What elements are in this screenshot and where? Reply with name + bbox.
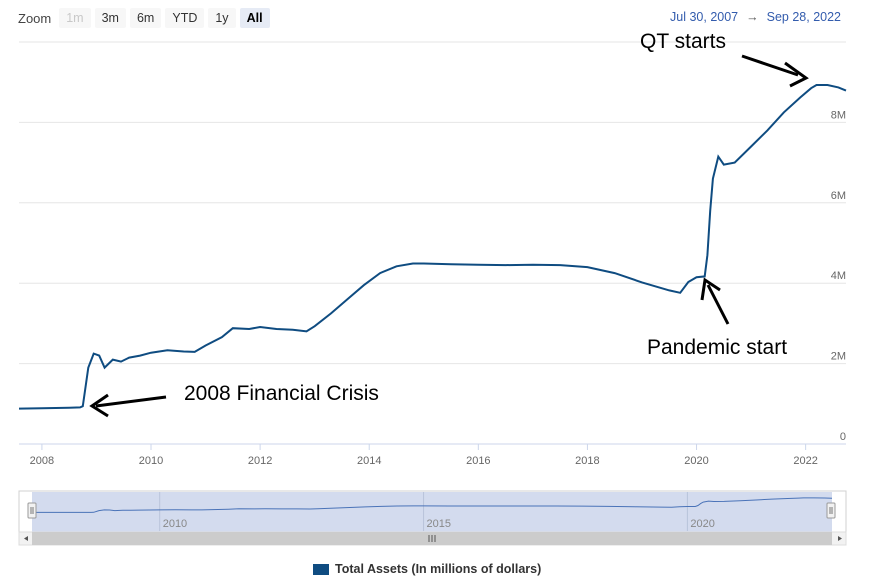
qt-arrow — [741, 54, 799, 77]
annotation-arrows — [89, 54, 809, 418]
series-line-total-assets — [18, 84, 847, 410]
grid-lines — [19, 41, 846, 445]
navigator-tick-label: 2010 — [163, 518, 187, 530]
zoom-label: Zoom — [18, 10, 52, 26]
x-tick-label: 2020 — [684, 455, 708, 467]
annotation-qt-starts: QT starts — [640, 30, 726, 53]
scrollbar-right-arrow-icon[interactable] — [838, 536, 842, 541]
zoom-6m-button[interactable]: 6m — [129, 8, 162, 28]
pandemic-arrow — [706, 284, 730, 325]
scrollbar[interactable] — [18, 531, 847, 546]
y-tick-label: 0 — [840, 431, 846, 443]
zoom-ytd-button[interactable]: YTD — [165, 8, 205, 28]
crisis-arrow — [95, 395, 167, 408]
navigator-labels: 2010 2015 2020 — [163, 518, 715, 530]
navigator-tick-label: 2020 — [690, 518, 714, 530]
legend-label: Total Assets (In millions of dollars) — [335, 562, 542, 576]
zoom-3m-button[interactable]: 3m — [94, 8, 126, 28]
range-to-input[interactable]: Sep 28, 2022 — [766, 10, 841, 24]
x-tick-label: 2022 — [793, 455, 817, 467]
navigator-handle-left[interactable] — [27, 502, 37, 519]
zoom-1m-button[interactable]: 1m — [59, 8, 91, 28]
x-tick-label: 2010 — [139, 455, 163, 467]
legend[interactable]: Total Assets (In millions of dollars) — [313, 562, 541, 576]
navigator-mask[interactable] — [32, 492, 832, 532]
navigator-tick-label: 2015 — [427, 518, 451, 530]
navigator-handle-right[interactable] — [826, 502, 836, 519]
y-tick-label: 2M — [831, 351, 846, 363]
y-tick-label: 4M — [831, 270, 846, 282]
pandemic-arrowhead — [700, 277, 721, 301]
range-arrow-icon: → — [746, 10, 759, 24]
y-axis-labels: 0 2M 4M 6M 8M — [831, 109, 846, 443]
range-from-input[interactable]: Jul 30, 2007 — [670, 10, 739, 24]
x-tick-label: 2018 — [575, 455, 599, 467]
zoom-all-button[interactable]: All — [239, 8, 270, 28]
x-tick-label: 2008 — [30, 455, 54, 467]
x-tick-label: 2012 — [248, 455, 272, 467]
y-tick-label: 6M — [831, 190, 846, 202]
legend-swatch — [313, 563, 329, 575]
zoom-bar: Zoom 1m 3m 6m YTD 1y All — [18, 8, 270, 28]
x-tick-label: 2014 — [357, 455, 381, 467]
qt-arrowhead — [784, 61, 809, 88]
navigator-series-line — [32, 497, 833, 513]
zoom-1y-button[interactable]: 1y — [208, 8, 236, 28]
navigator-grid — [159, 492, 688, 531]
date-range: Jul 30, 2007 → Sep 28, 2022 — [670, 10, 841, 24]
x-tick-label: 2016 — [466, 455, 490, 467]
y-tick-label: 8M — [831, 109, 846, 121]
annotation-financial-crisis: 2008 Financial Crisis — [184, 382, 379, 405]
crisis-arrowhead — [89, 393, 109, 418]
navigator[interactable]: 2010 2015 2020 — [18, 490, 847, 533]
scrollbar-left-arrow-icon[interactable] — [24, 536, 28, 541]
x-axis-labels: 2008 2010 2012 2014 2016 2018 2020 2022 — [30, 444, 818, 467]
annotation-pandemic-start: Pandemic start — [647, 336, 788, 359]
